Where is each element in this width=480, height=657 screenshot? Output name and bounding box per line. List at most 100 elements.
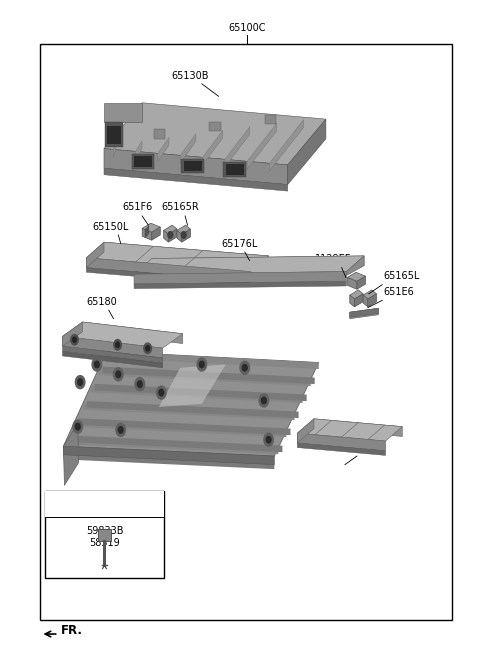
Text: 58319: 58319 xyxy=(89,538,120,548)
Polygon shape xyxy=(86,267,251,286)
Polygon shape xyxy=(87,401,299,418)
Polygon shape xyxy=(355,294,363,307)
Polygon shape xyxy=(62,322,183,348)
Text: 65165R: 65165R xyxy=(161,202,199,212)
Circle shape xyxy=(137,381,142,388)
Polygon shape xyxy=(177,225,191,235)
Polygon shape xyxy=(135,141,142,159)
Polygon shape xyxy=(91,386,302,403)
Circle shape xyxy=(95,361,99,368)
Polygon shape xyxy=(357,276,365,289)
Polygon shape xyxy=(104,242,269,265)
Text: 65176L: 65176L xyxy=(222,238,258,249)
Polygon shape xyxy=(350,308,378,317)
Polygon shape xyxy=(269,120,304,171)
Polygon shape xyxy=(159,365,226,407)
Polygon shape xyxy=(363,290,376,299)
Polygon shape xyxy=(134,271,347,284)
Polygon shape xyxy=(350,290,363,299)
Polygon shape xyxy=(145,226,149,238)
Circle shape xyxy=(146,346,150,351)
Polygon shape xyxy=(209,122,221,131)
Polygon shape xyxy=(104,168,288,191)
Polygon shape xyxy=(79,419,290,435)
Circle shape xyxy=(240,361,250,374)
Text: 651F6: 651F6 xyxy=(122,202,153,212)
Polygon shape xyxy=(86,242,104,267)
Circle shape xyxy=(73,420,83,433)
Circle shape xyxy=(197,358,206,371)
Polygon shape xyxy=(62,351,163,368)
Circle shape xyxy=(75,376,85,389)
Bar xyxy=(39,44,452,620)
Polygon shape xyxy=(297,419,402,441)
Polygon shape xyxy=(264,115,276,124)
Text: 651E6: 651E6 xyxy=(383,287,414,297)
Text: 65170: 65170 xyxy=(345,443,376,453)
Polygon shape xyxy=(348,277,357,289)
Polygon shape xyxy=(225,127,250,167)
Polygon shape xyxy=(63,351,319,456)
Polygon shape xyxy=(102,367,315,384)
Polygon shape xyxy=(288,119,326,185)
Polygon shape xyxy=(314,419,402,436)
Polygon shape xyxy=(247,123,277,169)
Text: 59833B: 59833B xyxy=(86,526,123,536)
Polygon shape xyxy=(226,164,244,175)
Polygon shape xyxy=(108,125,120,144)
Polygon shape xyxy=(154,129,165,139)
Polygon shape xyxy=(104,102,142,122)
Polygon shape xyxy=(177,231,182,242)
Polygon shape xyxy=(107,351,319,369)
Polygon shape xyxy=(180,134,196,163)
Polygon shape xyxy=(348,272,365,281)
Polygon shape xyxy=(203,130,223,165)
Circle shape xyxy=(116,371,120,378)
Polygon shape xyxy=(223,162,246,177)
Polygon shape xyxy=(142,223,160,233)
Polygon shape xyxy=(134,256,364,274)
Polygon shape xyxy=(350,308,378,319)
Text: 65180: 65180 xyxy=(86,297,117,307)
Circle shape xyxy=(264,433,274,446)
Text: 1129EF: 1129EF xyxy=(315,254,351,264)
Polygon shape xyxy=(83,403,295,420)
Polygon shape xyxy=(63,453,275,469)
Circle shape xyxy=(71,334,78,345)
Text: 65100C: 65100C xyxy=(228,23,266,33)
Polygon shape xyxy=(152,256,364,268)
Circle shape xyxy=(116,342,120,348)
Bar xyxy=(45,491,164,517)
Polygon shape xyxy=(297,433,385,451)
Text: 65165L: 65165L xyxy=(383,271,420,281)
Polygon shape xyxy=(363,295,368,307)
Polygon shape xyxy=(75,420,287,437)
Circle shape xyxy=(114,340,121,350)
Polygon shape xyxy=(350,295,355,307)
Polygon shape xyxy=(62,336,163,358)
Polygon shape xyxy=(83,322,183,344)
Text: 65130B: 65130B xyxy=(171,71,209,81)
Circle shape xyxy=(199,361,204,368)
Circle shape xyxy=(242,365,247,371)
Circle shape xyxy=(116,423,125,436)
Polygon shape xyxy=(368,294,376,307)
Polygon shape xyxy=(104,148,288,185)
Circle shape xyxy=(72,337,76,342)
Circle shape xyxy=(159,390,164,396)
Bar xyxy=(45,491,164,578)
Text: 65150L: 65150L xyxy=(92,221,128,232)
Circle shape xyxy=(92,358,102,371)
Polygon shape xyxy=(113,145,115,157)
Polygon shape xyxy=(86,242,269,271)
Circle shape xyxy=(78,379,83,386)
Circle shape xyxy=(114,368,123,381)
Polygon shape xyxy=(347,256,364,275)
Polygon shape xyxy=(168,229,177,242)
Polygon shape xyxy=(134,156,152,167)
Polygon shape xyxy=(164,225,177,235)
Polygon shape xyxy=(142,229,152,240)
Polygon shape xyxy=(62,322,83,346)
Circle shape xyxy=(266,436,271,443)
Circle shape xyxy=(118,426,123,433)
